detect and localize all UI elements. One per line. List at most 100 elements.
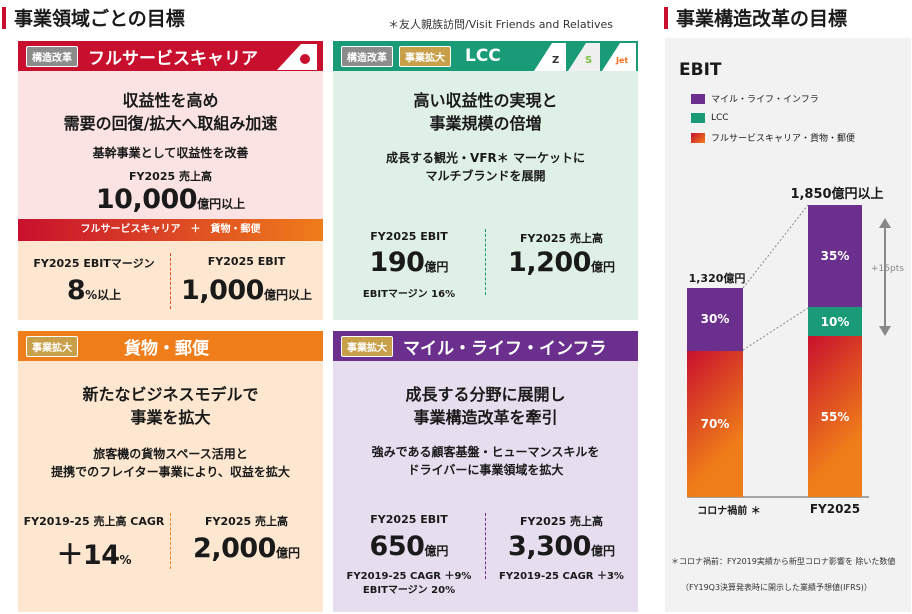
cargo-m2-label: FY2025 売上高 <box>205 515 288 528</box>
cargo-m1-label: FY2019-25 売上高 CAGR <box>23 515 165 528</box>
cargo-m1-value: ＋14 <box>56 540 120 571</box>
fsc-sub: 基幹事業として収益性を改善 <box>92 146 249 160</box>
fsc-m1-unit: %以上 <box>85 288 122 302</box>
legend-item-mile: マイル・ライフ・インフラ <box>691 92 855 105</box>
mile-sub-2: ドライバーに事業領域を拡大 <box>407 463 564 477</box>
fsc-label: フルサービスキャリア <box>88 48 258 69</box>
lcc-m1-value: 190 <box>369 247 425 278</box>
divider <box>485 229 486 295</box>
growth-annotation: +15pts <box>871 264 904 274</box>
cargo-card: 事業拡大 貨物・郵便 新たなビジネスモデルで 事業を拡大 旅客機の貨物スペース活… <box>18 331 323 612</box>
fsc-m2-unit: 億円以上 <box>263 288 312 302</box>
cargo-m2-unit: 億円 <box>275 546 300 560</box>
fsc-revenue-unit: 億円以上 <box>197 197 246 211</box>
fsc-revenue-label: FY2025 売上高 <box>129 170 212 183</box>
mile-card-header: 事業拡大 マイル・ライフ・インフラ <box>333 331 638 361</box>
divider <box>170 513 171 569</box>
mile-label: マイル・ライフ・インフラ <box>403 338 607 359</box>
lcc-m1: 190億円 <box>333 247 485 278</box>
restructure-tag: 構造改革 <box>341 45 393 67</box>
lcc-m2: 1,200億円 <box>485 247 638 278</box>
arrow-up-icon <box>879 218 891 228</box>
chart-legend: マイル・ライフ・インフラ LCC フルサービスキャリア・貨物・郵便 <box>691 92 855 152</box>
fsc-m1-label: FY2025 EBITマージン <box>33 257 155 270</box>
legend-item-lcc: LCC <box>691 113 855 123</box>
lcc-sub-1: 成長する観光・VFR＊ マーケットに <box>386 151 585 165</box>
left-section-title: 事業領域ごとの目標 <box>2 4 185 31</box>
chart-title: EBIT <box>679 60 722 80</box>
title-accent-bar <box>664 6 668 29</box>
mile-m1-note-1: FY2019-25 CAGR ＋9% <box>346 571 472 582</box>
mile-m1-note-2: EBITマージン 20% <box>362 585 456 596</box>
expansion-tag: 事業拡大 <box>399 45 451 67</box>
mile-m2-value: 3,300 <box>508 531 591 562</box>
mile-m2-unit: 億円 <box>590 544 615 558</box>
lcc-headline-1: 高い収益性の実現と <box>413 91 558 110</box>
lcc-label: LCC <box>465 46 501 66</box>
fsc-revenue: 10,000億円以上 <box>18 184 323 215</box>
cargo-m1: ＋14% <box>18 533 170 572</box>
divider <box>170 253 171 309</box>
mile-m1: 650億円 <box>333 531 485 562</box>
fsc-revenue-value: 10,000 <box>95 184 198 215</box>
legend-label: LCC <box>711 113 729 123</box>
bar-total-label-0: 1,320億円 <box>688 272 746 285</box>
fsc-headline-2: 需要の回復/拡大へ取組み加速 <box>63 114 278 133</box>
divider <box>485 513 486 579</box>
mile-m2-label: FY2025 売上高 <box>520 515 603 528</box>
legend-swatch <box>691 132 705 143</box>
legend-item-fsc: フルサービスキャリア・貨物・郵便 <box>691 131 855 144</box>
lcc-airline-tails-icon: Z S Jet <box>534 43 636 71</box>
cargo-headline-1: 新たなビジネスモデルで <box>82 385 259 404</box>
bar-segment: 10% <box>808 307 862 337</box>
cargo-card-header: 事業拡大 貨物・郵便 <box>18 331 323 361</box>
mile-m1-label: FY2025 EBIT <box>370 513 448 526</box>
lcc-m2-label: FY2025 売上高 <box>520 232 603 245</box>
lcc-m1-note: EBITマージン 16% <box>362 289 456 300</box>
lcc-m2-value: 1,200 <box>508 247 591 278</box>
title-accent-bar <box>2 6 6 29</box>
lcc-card-header: 構造改革 事業拡大 LCC Z S Jet <box>333 41 638 71</box>
connector-line-mid <box>742 307 809 351</box>
mile-m1-value: 650 <box>369 531 425 562</box>
expansion-tag: 事業拡大 <box>341 335 393 357</box>
fsc-m1: 8%以上 <box>18 275 170 306</box>
connector-line-top <box>742 204 809 289</box>
fsc-m1-value: 8 <box>66 275 86 306</box>
fsc-cargo-band: フルサービスキャリア ＋ 貨物・郵便 <box>18 219 323 241</box>
fsc-m2-label: FY2025 EBIT <box>207 255 286 268</box>
lcc-sub-2: マルチブランドを展開 <box>425 169 546 183</box>
cargo-sub-1: 旅客機の貨物スペース活用と <box>93 447 248 461</box>
legend-label: フルサービスキャリア・貨物・郵便 <box>711 134 856 144</box>
lcc-m1-label: FY2025 EBIT <box>370 230 448 243</box>
mile-headline-1: 成長する分野に展開し <box>405 385 566 404</box>
cargo-sub-2: 提携でのフレイター事業により、収益を拡大 <box>51 465 290 479</box>
mile-m2-note: FY2019-25 CAGR ＋3% <box>499 571 624 582</box>
ebit-chart-panel: EBIT マイル・ライフ・インフラ LCC フルサービスキャリア・貨物・郵便 1… <box>665 38 911 612</box>
bar-segment: 70% <box>687 350 743 497</box>
restructure-tag: 構造改革 <box>26 45 78 67</box>
vfr-note: ＊友人親族訪問/Visit Friends and Relatives <box>388 18 613 31</box>
bar-total-label-1: 1,850億円以上 <box>790 187 884 202</box>
footnote-2: （FY19Q3決算発表時に開示した業績予想値(IFRS)） <box>681 583 872 592</box>
arrow-down-icon <box>879 326 891 336</box>
mile-sub-1: 強みである顧客基盤・ヒューマンスキルを <box>371 445 600 459</box>
left-title-text: 事業領域ごとの目標 <box>14 8 185 30</box>
bar-segment: 55% <box>808 336 862 497</box>
footnote-1: ＊コロナ禍前：FY2019実績から新型コロナ影響を 除いた数値 <box>671 557 896 566</box>
fsc-card-header: 構造改革 フルサービスキャリア <box>18 41 323 71</box>
fsc-card: 構造改革 フルサービスキャリア 収益性を高め 需要の回復/拡大へ取組み加速 基幹… <box>18 41 323 320</box>
bar-segment: 35% <box>808 205 862 308</box>
cargo-m2-value: 2,000 <box>193 533 276 564</box>
lcc-card: 構造改革 事業拡大 LCC Z S Jet 高い収益性の実現と 事業規模の倍増 … <box>333 41 638 320</box>
lcc-m1-unit: 億円 <box>424 260 449 274</box>
bar-segment: 30% <box>687 288 743 351</box>
fsc-headline-1: 収益性を高め <box>122 91 219 110</box>
x-label-0: コロナ禍前 ＊ <box>697 506 761 517</box>
cargo-m1-unit: % <box>119 553 132 567</box>
lcc-headline-2: 事業規模の倍増 <box>429 114 542 133</box>
legend-swatch <box>691 113 705 123</box>
jetstar-logo: Jet <box>615 56 628 65</box>
mile-card: 事業拡大 マイル・ライフ・インフラ 成長する分野に展開し 事業構造改革を牽引 強… <box>333 331 638 612</box>
right-title-text: 事業構造改革の目標 <box>676 8 848 30</box>
